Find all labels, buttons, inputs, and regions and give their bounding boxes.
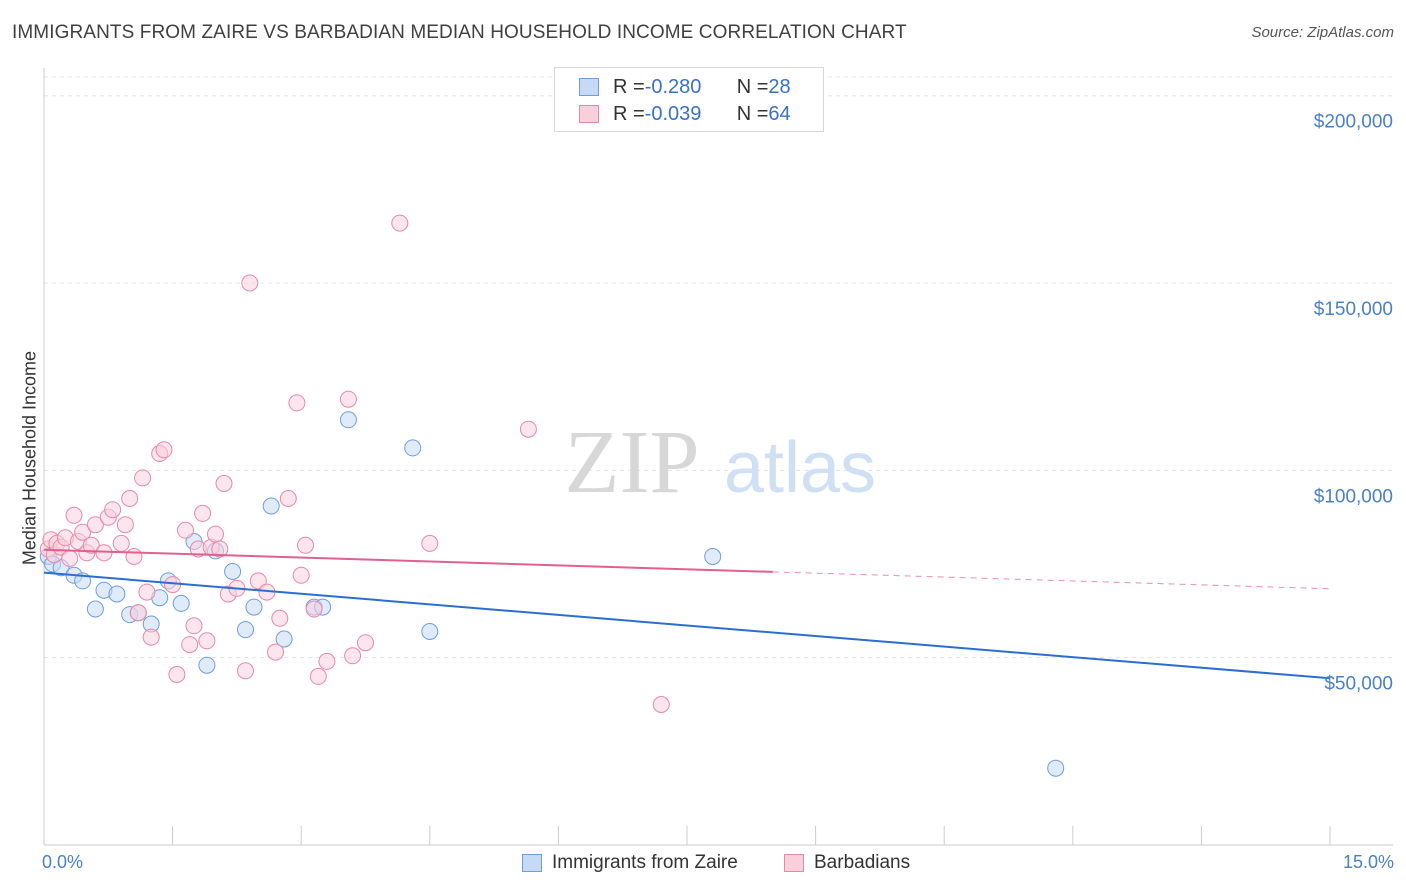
legend-n-value-barbadians: 64	[768, 102, 791, 125]
axes	[43, 68, 1393, 846]
trend-line-barbadians-extension	[772, 571, 1331, 590]
point-zaire	[237, 621, 254, 639]
point-barbadians	[267, 643, 284, 661]
y-tick-label: $50,000	[1324, 674, 1393, 695]
point-barbadians	[142, 628, 160, 646]
point-zaire	[198, 656, 216, 674]
point-zaire	[224, 563, 242, 580]
point-barbadians	[241, 274, 259, 292]
point-zaire	[404, 439, 422, 457]
legend-n-label: N =	[736, 75, 769, 98]
legend-row-barbadians: R = -0.039 N = 64	[579, 102, 791, 126]
bottom-legend-zaire: Immigrants from Zaire	[522, 852, 738, 874]
legend: R = -0.280 N = 28 R = -0.039 N = 64	[554, 67, 824, 132]
point-zaire	[245, 598, 263, 616]
bottom-legend-swatch-zaire	[522, 854, 542, 872]
point-barbadians	[86, 516, 104, 534]
point-barbadians	[288, 394, 306, 412]
point-barbadians	[155, 441, 173, 459]
point-barbadians	[138, 583, 156, 601]
point-barbadians	[112, 534, 130, 552]
point-barbadians	[74, 523, 92, 541]
x-tick-max: 15.0%	[1342, 852, 1394, 872]
point-barbadians	[309, 667, 327, 685]
point-barbadians	[652, 696, 670, 713]
bottom-legend-label-zaire: Immigrants from Zaire	[552, 852, 738, 873]
chart-title: IMMIGRANTS FROM ZAIRE VS BARBADIAN MEDIA…	[12, 22, 907, 43]
data-points	[39, 214, 1065, 777]
point-barbadians	[198, 632, 216, 650]
point-barbadians	[271, 609, 289, 627]
legend-swatch-zaire	[579, 78, 599, 96]
point-zaire	[339, 411, 357, 429]
point-barbadians	[181, 636, 199, 654]
y-tick-label: $100,000	[1314, 486, 1393, 507]
point-zaire	[262, 497, 280, 515]
point-barbadians	[279, 490, 297, 507]
watermark-zip: ZIP	[565, 413, 700, 512]
point-barbadians	[121, 490, 139, 507]
point-barbadians	[391, 214, 409, 232]
point-barbadians	[82, 536, 100, 554]
point-barbadians	[318, 652, 336, 670]
point-barbadians	[194, 504, 212, 522]
point-barbadians	[339, 390, 357, 408]
watermark-atlas: atlas	[724, 428, 876, 508]
legend-r-value-zaire: -0.280	[644, 75, 702, 98]
point-barbadians	[116, 516, 134, 534]
point-barbadians	[134, 469, 152, 487]
point-barbadians	[215, 475, 233, 492]
point-barbadians	[249, 572, 267, 590]
point-barbadians	[207, 525, 224, 543]
trend-line-barbadians	[43, 548, 773, 573]
point-zaire	[86, 600, 104, 618]
point-zaire	[275, 630, 293, 648]
point-barbadians	[519, 420, 537, 438]
point-barbadians	[344, 647, 362, 665]
trend-lines	[43, 548, 1331, 680]
legend-r-value-barbadians: -0.039	[644, 102, 702, 125]
point-barbadians	[177, 521, 194, 539]
y-tick-label: $150,000	[1314, 299, 1393, 320]
trend-line-zaire	[43, 571, 1331, 680]
legend-r-label: R =	[613, 75, 645, 98]
point-barbadians	[357, 634, 374, 652]
point-barbadians	[104, 501, 122, 519]
point-zaire	[1047, 759, 1065, 777]
x-tick-min: 0.0%	[42, 852, 84, 872]
point-barbadians	[185, 617, 203, 635]
point-zaire	[704, 548, 722, 565]
bottom-legend-barbadians: Barbadians	[784, 852, 910, 874]
point-barbadians	[129, 604, 147, 622]
source-label: Source: ZipAtlas.com	[1251, 24, 1394, 41]
point-barbadians	[305, 600, 323, 618]
legend-n-label: N =	[736, 102, 769, 125]
point-barbadians	[211, 540, 229, 558]
point-barbadians	[168, 666, 186, 683]
point-zaire	[172, 594, 190, 612]
point-barbadians	[292, 566, 310, 584]
legend-row-zaire: R = -0.280 N = 28	[579, 75, 791, 99]
point-barbadians	[65, 506, 83, 524]
point-barbadians	[125, 548, 143, 565]
point-barbadians	[95, 544, 113, 562]
legend-r-label: R =	[613, 102, 645, 125]
bottom-legend-label-barbadians: Barbadians	[814, 852, 911, 873]
point-barbadians	[61, 549, 79, 567]
point-zaire	[421, 623, 439, 640]
point-barbadians	[237, 662, 254, 680]
legend-n-value-zaire: 28	[768, 75, 791, 98]
point-barbadians	[421, 534, 439, 552]
y-tick-label: $200,000	[1314, 112, 1393, 133]
legend-swatch-barbadians	[579, 105, 599, 123]
y-tick-labels: $50,000 $100,000 $150,000 $200,000	[1314, 112, 1393, 695]
point-zaire	[108, 585, 126, 603]
point-barbadians	[297, 536, 314, 554]
bottom-legend-swatch-barbadians	[784, 854, 804, 872]
